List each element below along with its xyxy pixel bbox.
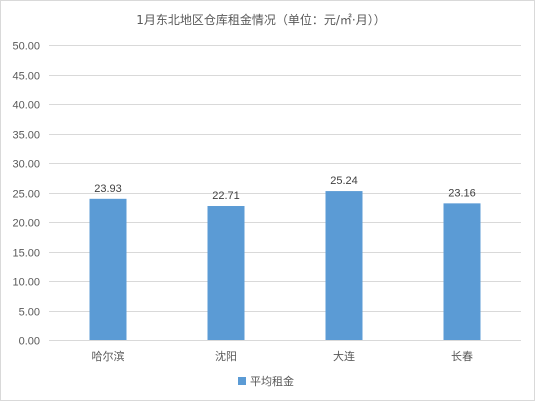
data-label: 25.24 (330, 175, 358, 187)
x-category-label: 沈阳 (215, 349, 237, 363)
y-tick-label: 0.00 (19, 336, 40, 348)
bar (325, 191, 363, 340)
y-tick-label: 25.00 (12, 189, 40, 201)
legend-swatch (238, 377, 246, 385)
x-category-label: 长春 (451, 350, 473, 363)
y-tick-label: 45.00 (12, 71, 40, 83)
legend-label: 平均租金 (250, 374, 294, 388)
data-labels: 23.93 22.71 25.24 23.16 (94, 175, 476, 202)
bar (443, 203, 481, 340)
x-category-label: 大连 (333, 349, 355, 363)
data-label: 22.71 (212, 190, 240, 202)
data-label: 23.16 (448, 187, 476, 199)
data-label: 23.93 (94, 183, 122, 195)
bars (89, 191, 481, 340)
y-tick-label: 35.00 (12, 130, 40, 142)
gridlines (49, 45, 521, 341)
y-tick-label: 5.00 (19, 307, 40, 319)
y-tick-label: 50.00 (12, 41, 40, 53)
y-tick-label: 30.00 (12, 159, 40, 171)
bar (207, 206, 245, 340)
y-tick-label: 15.00 (12, 248, 40, 260)
y-tick-label: 20.00 (12, 218, 40, 230)
bar (89, 198, 127, 340)
y-tick-label: 10.00 (12, 277, 40, 289)
chart-title: 1月东北地区仓库租金情况（单位：元/㎡·月）） (136, 12, 386, 27)
legend: 平均租金 (238, 374, 294, 388)
y-tick-label: 40.00 (12, 100, 40, 112)
y-axis-ticks: 0.00 5.00 10.00 15.00 20.00 25.00 30.00 35.00 40… (12, 41, 40, 348)
x-axis-categories: 哈尔滨 沈阳 大连 长春 (92, 349, 474, 363)
x-category-label: 哈尔滨 (92, 349, 125, 363)
